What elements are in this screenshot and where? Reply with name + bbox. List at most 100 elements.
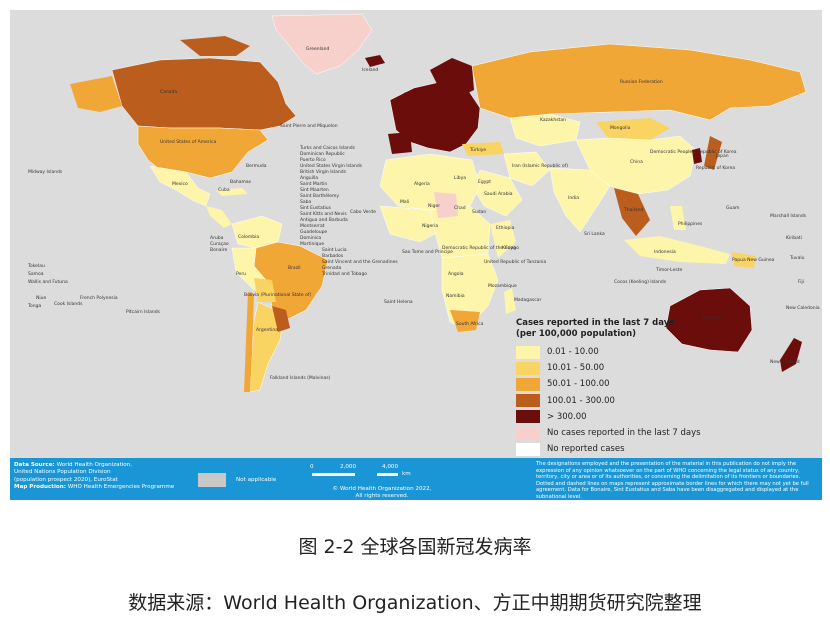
footer-disclaimer: The designations employed and the presen…: [536, 461, 809, 500]
region-iceland: [365, 55, 385, 67]
label-bermuda: Bermuda: [246, 164, 267, 169]
label-argentina: Argentina: [256, 328, 278, 333]
legend-item: No cases reported in the last 7 days: [516, 425, 736, 441]
region-iberia: [388, 132, 412, 154]
label-sao-tome: Sao Tome and Principe: [402, 250, 453, 255]
label-png: Papua New Guinea: [732, 258, 775, 263]
label-korea: Republic of Korea: [696, 166, 736, 171]
label-iran: Iran (Islamic Republic of): [512, 164, 568, 169]
label-caribbean-17: Martinique: [300, 242, 325, 247]
region-philippines: [670, 206, 686, 230]
legend-item: 0.01 - 10.00: [516, 344, 736, 360]
label-guam: Guam: [726, 206, 740, 211]
region-chile: [244, 292, 254, 392]
label-dprk: Democratic People's Republic of Korea: [650, 150, 737, 155]
label-caribbean-19: Barbados: [322, 254, 344, 259]
label-falklands: Falkland Islands (Malvinas): [270, 376, 331, 381]
region-central-america: [206, 206, 232, 228]
label-caribbean-23: Aruba: [210, 236, 224, 241]
legend-swatch: [516, 442, 540, 456]
legend-label: > 300.00: [547, 411, 587, 422]
who-covid-map-figure: Greenland Iceland Russian Federation Can…: [10, 10, 822, 500]
label-caribbean-12: Saint Kitts and Nevis: [300, 212, 347, 217]
label-kenya: Kenya: [502, 246, 516, 251]
label-cocos: Cocos (Keeling) Islands: [614, 280, 667, 285]
label-midway: Midway Islands: [28, 170, 63, 175]
legend-title: Cases reported in the last 7 days (per 1…: [516, 318, 736, 340]
map-production-label: Map Production:: [14, 484, 66, 491]
footer-copyright: © World Health Organization 2022, All ri…: [322, 486, 442, 501]
region-canada: [111, 57, 297, 131]
region-southeast-asia: [614, 188, 650, 236]
copyright-line-2: All rights reserved.: [355, 493, 409, 500]
legend-item: > 300.00: [516, 409, 736, 425]
data-source-text: World Health Organization,: [56, 462, 133, 468]
label-australia: Australia: [702, 316, 722, 321]
label-ethiopia: Ethiopia: [496, 226, 515, 231]
label-caribbean-20: Saint Vincent and the Grenadines: [322, 260, 398, 265]
map-production-text: WHO Health Emergencies Programme: [67, 484, 175, 491]
legend-label: No cases reported in the last 7 days: [547, 428, 701, 439]
region-png: [732, 252, 756, 268]
label-turkey: Türkiye: [470, 148, 487, 153]
region-india: [549, 167, 611, 233]
label-sudan: Sudan: [472, 210, 487, 215]
map-footer: Data Source: World Health Organization, …: [10, 458, 822, 500]
legend-label: 50.01 - 100.00: [547, 379, 610, 390]
legend-label: No reported cases: [547, 444, 625, 455]
region-uruguay-paraguay: [272, 306, 290, 332]
label-mexico: Mexico: [172, 182, 188, 187]
not-applicable-label: Not applicable: [236, 477, 277, 483]
region-australia: [665, 287, 753, 353]
legend-item: 50.01 - 100.00: [516, 376, 736, 392]
label-samoa: Samoa: [28, 272, 44, 277]
label-new-zealand: New Zealand: [770, 360, 800, 365]
label-caribbean-15: Guadeloupe: [300, 230, 328, 235]
figure-caption: 图 2-2 全球各国新冠发病率: [298, 536, 532, 558]
label-tonga: Tonga: [28, 304, 42, 309]
label-drc: Democratic Republic of the Congo: [442, 246, 519, 251]
label-caribbean-10: Saba: [300, 200, 312, 205]
legend-swatch: [516, 426, 540, 440]
label-usa: United States of America: [160, 140, 217, 145]
label-fiji: Fiji: [798, 280, 805, 285]
label-bolivia: Bolivia (Plurinational State of): [244, 293, 312, 298]
region-indonesia: [624, 236, 730, 264]
label-brazil: Brazil: [288, 266, 301, 271]
region-iran: [503, 151, 551, 187]
scale-bar-segment: [355, 473, 377, 476]
label-kazakhstan: Kazakhstan: [540, 118, 566, 123]
label-india: India: [568, 196, 580, 201]
label-caribbean-7: Saint Martin: [300, 182, 328, 187]
label-kiribati: Kiribati: [786, 236, 802, 241]
region-chad-niger: [434, 192, 458, 218]
region-scandinavia: [430, 58, 474, 98]
label-caribbean-9: Saint Barthélemy: [300, 194, 340, 199]
label-caribbean-16: Dominica: [300, 236, 322, 241]
label-caribbean-13: Antigua and Barbuda: [300, 218, 348, 223]
label-caribbean-3: Puerto Rico: [300, 158, 326, 163]
label-caribbean-18: Saint Lucia: [322, 248, 347, 253]
legend-item: 100.01 - 300.00: [516, 393, 736, 409]
region-uk: [396, 92, 410, 114]
region-cuba: [216, 188, 248, 196]
legend-title-line-1: Cases reported in the last 7 days: [516, 318, 675, 328]
scale-unit: km: [402, 471, 411, 477]
label-china: China: [630, 160, 643, 165]
label-egypt: Egypt: [478, 180, 491, 185]
label-cuba: Cuba: [218, 188, 230, 193]
region-alaska: [70, 76, 122, 112]
world-map-svg: [70, 13, 807, 393]
legend-label: 10.01 - 50.00: [547, 363, 605, 374]
region-new-zealand: [780, 338, 802, 372]
label-caribbean-22: Trinidad and Tobago: [322, 272, 368, 277]
scale-tick-4000: 4,000: [382, 464, 399, 470]
map-legend: Cases reported in the last 7 days (per 1…: [516, 318, 736, 457]
label-caribbean-5: British Virgin Islands: [300, 170, 346, 175]
legend-swatch: [516, 361, 540, 375]
label-mozambique: Mozambique: [488, 284, 517, 289]
scale-tick-2000: 2,000: [340, 464, 357, 470]
label-caribbean-14: Montserrat: [300, 224, 325, 229]
data-source-label: Data Source:: [14, 462, 55, 468]
region-bolivia: [254, 278, 276, 302]
